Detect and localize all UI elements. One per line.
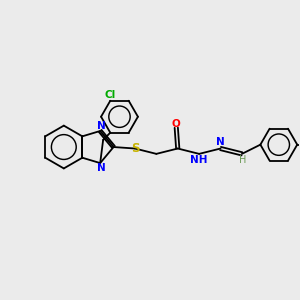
Text: NH: NH	[190, 155, 208, 165]
Text: H: H	[238, 155, 246, 165]
Text: O: O	[172, 118, 181, 128]
Text: Cl: Cl	[104, 90, 115, 100]
Text: N: N	[97, 163, 105, 173]
Text: N: N	[97, 121, 105, 130]
Text: S: S	[131, 142, 139, 155]
Text: N: N	[216, 137, 225, 147]
